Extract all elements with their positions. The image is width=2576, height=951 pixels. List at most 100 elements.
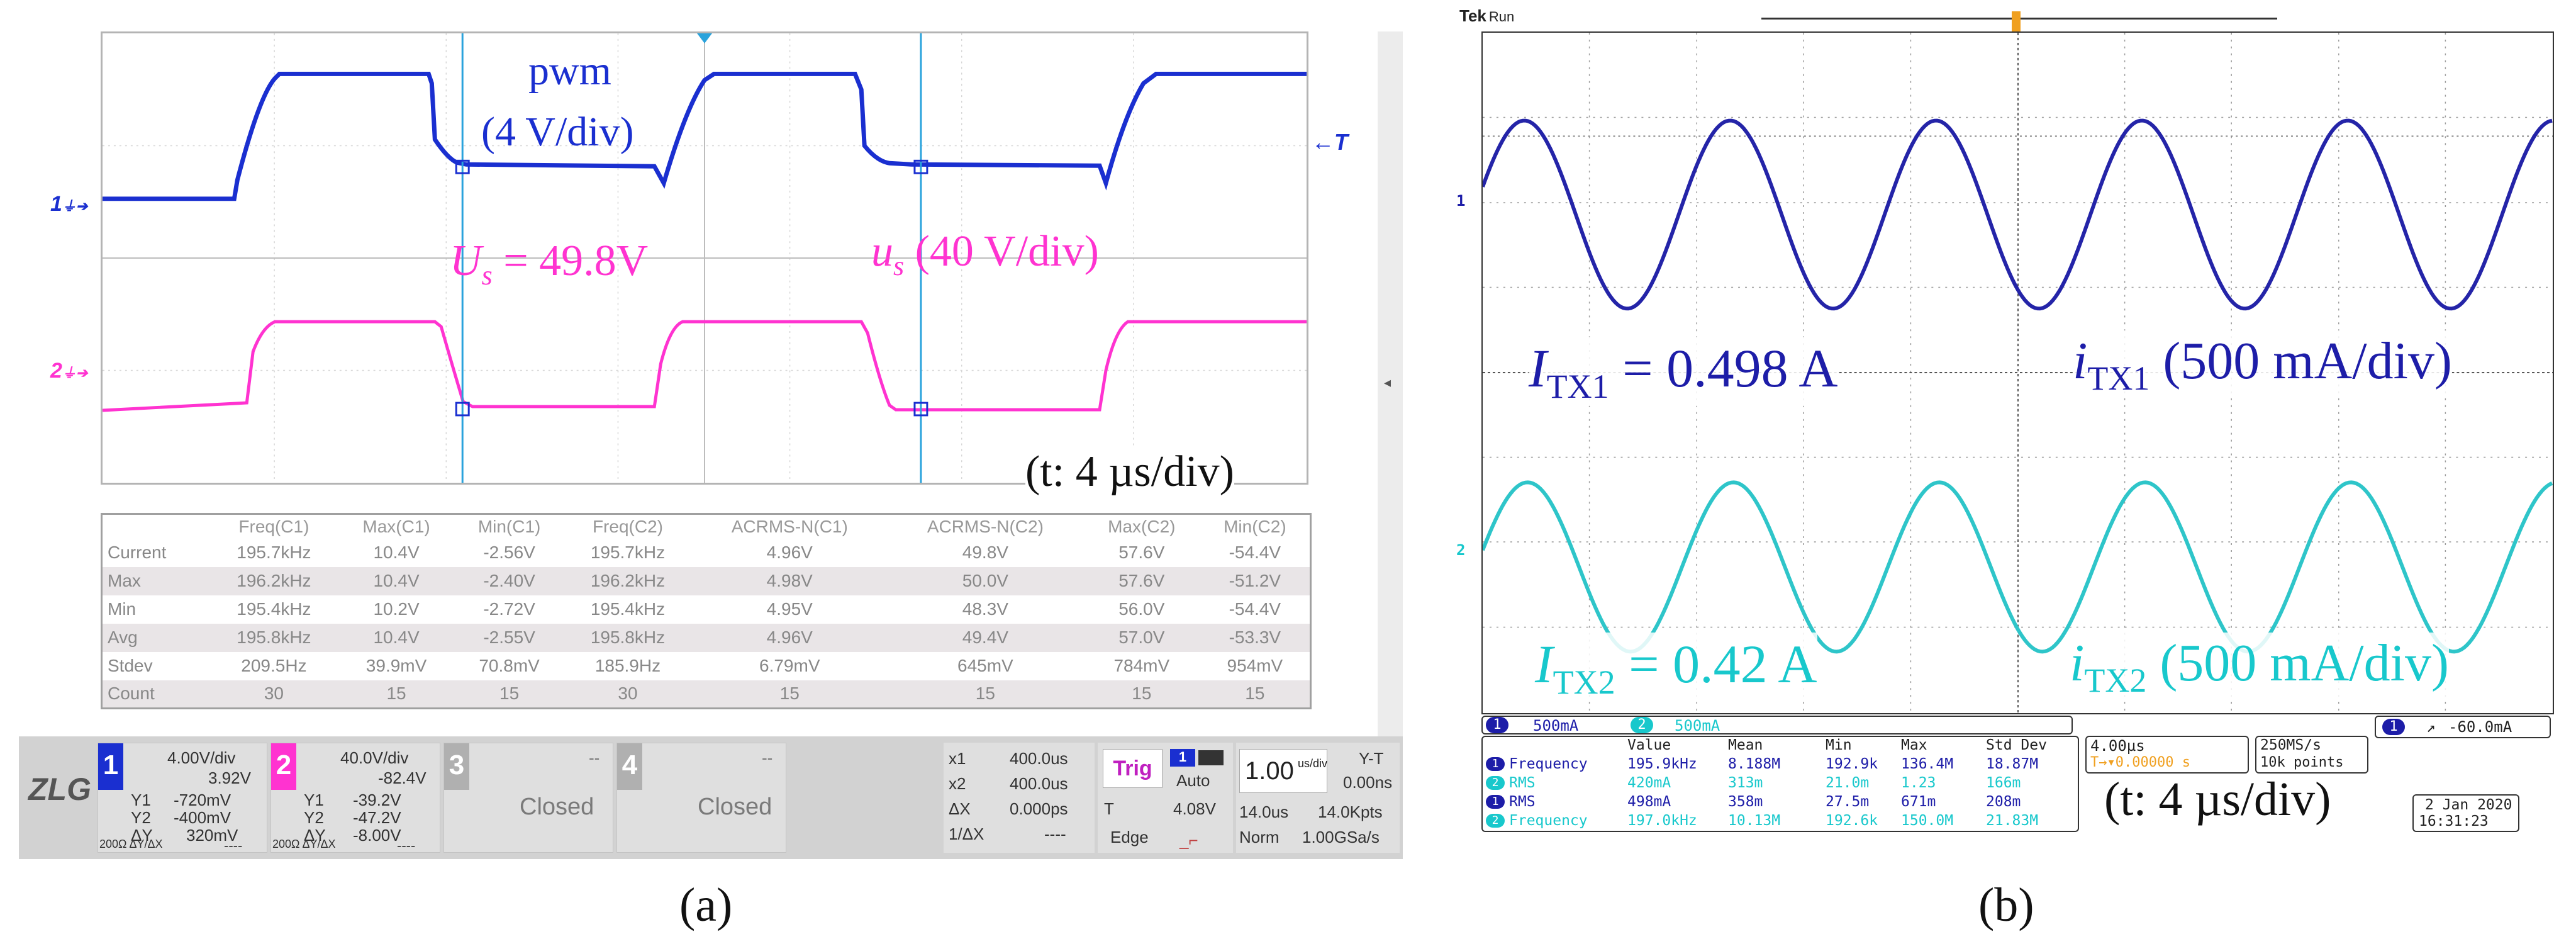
itx1-trace [1483,118,2553,311]
table-cell: 196.2kHz [209,566,338,595]
ch2-y1: -39.2V [353,791,401,809]
meas-value: 313m [1728,775,1763,791]
table-header: ACRMS-N(C1) [731,516,848,536]
acq-rate: 250MS/s [2260,737,2321,753]
table-cell: 15 [454,680,564,709]
sample-rate: 1.00GSa/s [1302,828,1380,847]
row-label: Avg [101,623,210,652]
table-cell: 196.2kHz [564,566,692,595]
meas-value: 197.0kHz [1627,813,1697,829]
meas-channel-badge: 1 [1486,795,1505,809]
side-scrollbar[interactable]: ◂ [1378,31,1403,743]
trig-button[interactable]: Trig [1103,749,1163,788]
ch4-settings[interactable]: 4 -- Closed [616,743,786,853]
run-state: Run [1488,9,1515,25]
table-cell: -53.3V [1200,623,1311,652]
date-time-box: 2 Jan 2020 16:31:23 [2412,794,2519,832]
acquisition-readout[interactable]: 250MS/s 10k points [2255,736,2368,774]
table-cell: 195.8kHz [564,623,692,652]
collapse-icon[interactable]: ◂ [1384,374,1391,390]
itx1-value-label: ITX1 = 0.498 A [1529,337,1838,407]
meas-name: RMS [1509,775,1536,791]
ch3-settings[interactable]: 3 -- Closed [443,743,613,853]
table-row: Stdev 209.5Hz 39.9mV 70.8mV 185.9Hz 6.79mV 645… [102,652,1311,680]
ch4-state: Closed [698,794,772,820]
time-window: 14.0us [1239,802,1289,821]
table-header: Max(C1) [362,516,430,536]
ch4-badge[interactable]: 4 [617,743,642,790]
table-cell: 50.0V [887,566,1083,595]
table-header: Min(C1) [477,516,541,536]
cursor-readout[interactable]: x1 400.0us x2 400.0us ΔX 0.000ps 1/ΔX --… [944,743,1095,853]
ch3-badge[interactable]: 3 [444,743,469,790]
Us-value-label: Us = 49.8V [450,237,649,291]
itx1-scale-label: iTX1 (500 mA/div) [2073,330,2452,398]
meas-channel-badge: 1 [1486,757,1505,771]
meas-value: 192.6k [1826,813,1878,829]
meas-value: 21.83M [1986,813,2039,829]
meas-header-value: Value [1627,737,1671,753]
meas-value: 136.4M [1901,756,1954,772]
ch2-y2-label: Y2 [304,808,324,827]
table-cell: 4.95V [766,599,813,619]
table-cell: -2.56V [483,543,535,562]
trigger-coupling-icon [1198,750,1224,765]
trigger-mode: Auto [1176,771,1210,790]
timebase-panel[interactable]: 1.00 us/div Y-T 0.00ns 14.0us 14.0Kpts N… [1236,743,1400,853]
ch1-dy: 320mV [186,826,238,845]
table-cell: 209.5Hz [241,656,307,675]
table-cell: -51.2V [1200,566,1311,595]
cursor-dx: 0.000ps [1010,799,1068,818]
meas-value: 192.9k [1826,756,1878,772]
display-mode: Y-T [1359,749,1384,768]
table-cell: 4.96V [691,623,888,652]
horizontal-scale: 4.00µs [2090,737,2145,755]
table-cell: 954mV [1227,656,1283,675]
meas-value: 671m [1901,794,1936,810]
us-scale-label: us (40 V/div) [871,227,1099,281]
ch3-state: Closed [520,794,594,820]
ch1-settings[interactable]: 1 4.00V/div 3.92V Y1 -720mV Y2 -400mV ΔY… [98,743,267,853]
trigger-level: 4.08V [1173,799,1216,818]
table-cell: 195.7kHz [237,543,311,562]
ch2-badge[interactable]: 2 [271,743,296,790]
table-cell: -2.40V [454,566,564,595]
table-cell: 15 [1200,680,1311,709]
timebase-box[interactable]: 1.00 us/div [1239,749,1327,793]
meas-header-min: Min [1826,737,1852,753]
ch1-badge[interactable]: 1 [98,743,123,790]
table-header [102,514,210,539]
ch1-marker-b[interactable]: 1 [1456,192,1466,210]
scope-b-readout: 1 500mA 2 500mA Value Mean Min Max Std D… [1481,716,2554,832]
table-header: Freq(C2) [592,516,663,536]
meas-value: 358m [1728,794,1763,810]
ch4-scale: -- [762,748,773,767]
table-cell: 57.0V [1083,623,1200,652]
rising-edge-icon: _⌐ [1179,831,1198,850]
trigger-level-b: -60.0mA [2448,718,2512,736]
ch2-ratio-label: 200Ω ΔY/ΔX [272,838,336,850]
table-cell: 10.4V [338,566,455,595]
channel-scale-bar: 1 500mA 2 500mA [1481,716,2073,734]
meas-name: RMS [1509,794,1536,810]
table-cell: 57.6V [1083,566,1200,595]
table-row: Current 195.7kHz 10.4V -2.56V 195.7kHz 4.96V 4… [102,539,1311,567]
table-row: Min 195.4kHz 10.2V -2.72V 195.4kHz 4.95V 48.3V… [102,595,1311,624]
trigger-slope-icon: ↗ [2426,718,2436,736]
ch2-y1-label: Y1 [304,791,324,809]
meas-value: 27.5m [1826,794,1870,810]
horizontal-readout[interactable]: 4.00µs T→▾0.00000 s [2085,736,2249,774]
ch2-settings[interactable]: 2 40.0V/div -82.4V Y1 -39.2V Y2 -47.2V Δ… [270,743,440,853]
ch2-marker-b[interactable]: 2 [1456,541,1466,559]
meas-value: 8.188M [1728,756,1781,772]
trigger-level-marker[interactable]: ←T [1312,129,1348,155]
ch1-marker[interactable]: 1⏚➔ [50,192,88,216]
ch2-marker[interactable]: 2⏚➔ [50,359,88,383]
record-points: 14.0Kpts [1318,802,1383,821]
meas-value: 1.23 [1901,775,1936,791]
meas-value: 498mA [1627,794,1671,810]
trigger-readout-b[interactable]: 1 ↗ -60.0mA [2375,716,2551,738]
trigger-panel[interactable]: Trig 1 Auto T 4.08V Edge _⌐ [1098,743,1233,853]
ch2-dy-label: ΔY [304,826,326,845]
ch2-scale-b: 500mA [1675,717,1720,734]
